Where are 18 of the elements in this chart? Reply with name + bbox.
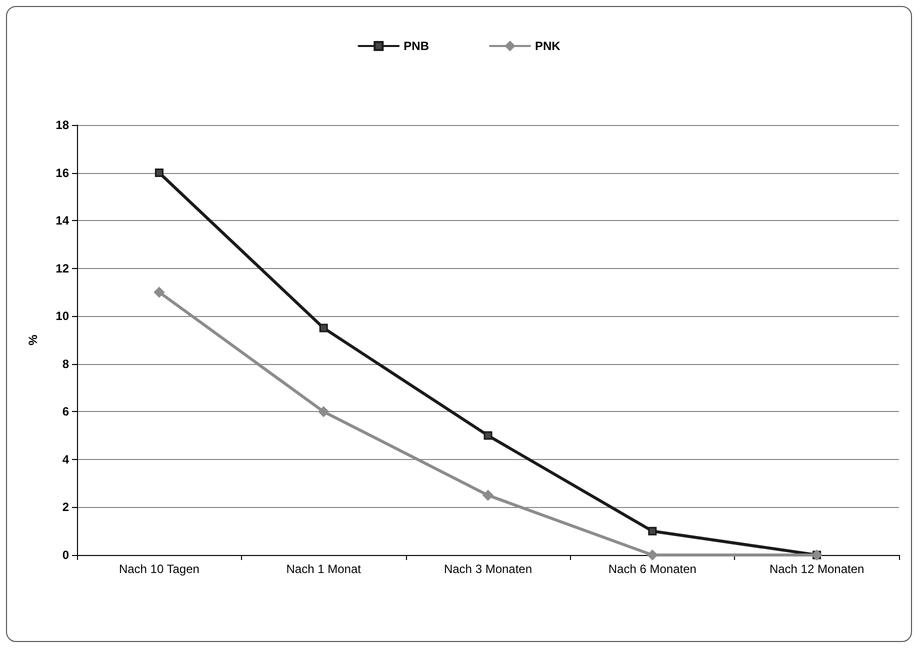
legend-label: PNB xyxy=(404,39,430,53)
x-tick-label: Nach 10 Tagen xyxy=(118,562,200,576)
x-tick-label: Nach 1 Monat xyxy=(286,562,362,576)
x-tick-label: Nach 12 Monaten xyxy=(769,562,864,576)
y-tick-label: 12 xyxy=(56,261,70,276)
y-tick-label: 10 xyxy=(56,309,70,324)
y-tick-label: 6 xyxy=(62,404,70,419)
y-tick-label: 0 xyxy=(62,548,70,562)
legend-label: PNK xyxy=(535,39,561,53)
y-tick-label: 4 xyxy=(62,452,70,466)
x-tick-label: Nach 6 Monaten xyxy=(608,562,696,576)
y-tick-label: 2 xyxy=(62,500,70,514)
y-tick-label: 14 xyxy=(56,214,70,228)
y-tick-label: 8 xyxy=(62,356,70,371)
y-tick-label: 16 xyxy=(56,166,70,180)
y-axis-title: % xyxy=(26,334,40,346)
x-tick-label: Nach 3 Monaten xyxy=(444,562,532,576)
y-tick-label: 18 xyxy=(56,118,70,132)
